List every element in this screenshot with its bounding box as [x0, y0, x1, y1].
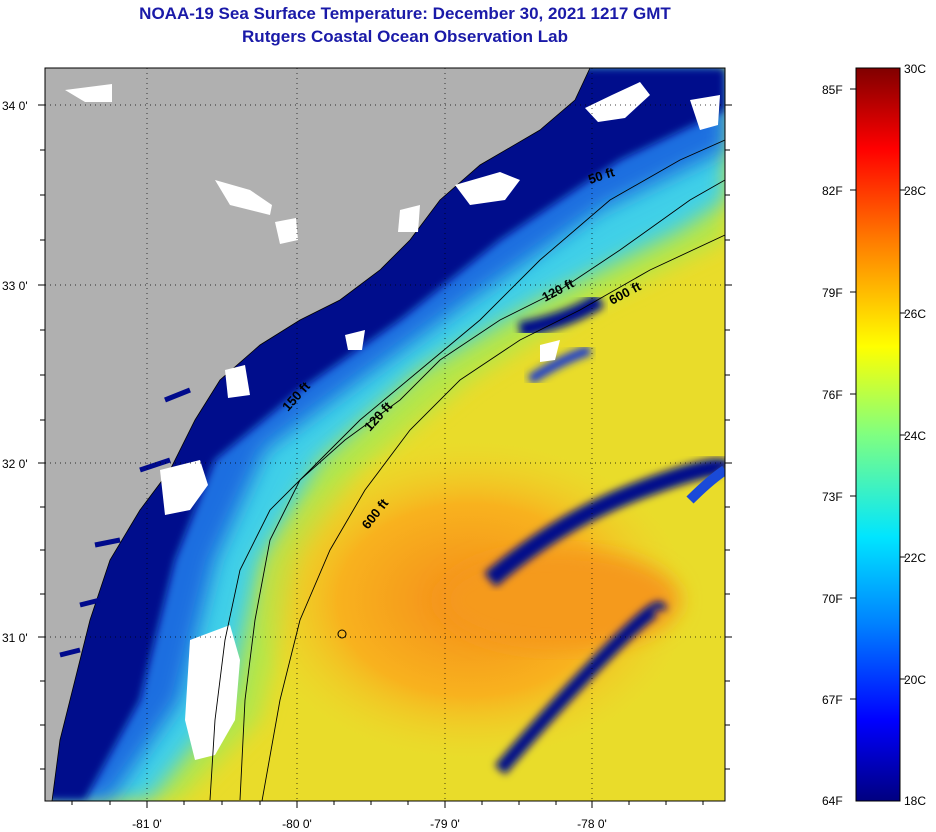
lon-label: -81 0' — [132, 817, 162, 831]
colorbar-c-label: 30C — [904, 62, 926, 76]
colorbar-c-label: 24C — [904, 429, 926, 443]
colorbar-c-label: 20C — [904, 673, 926, 687]
lon-label: -80 0' — [282, 817, 312, 831]
colorbar-f-label: 85F — [822, 83, 843, 97]
map-title: NOAA-19 Sea Surface Temperature: Decembe… — [139, 4, 671, 23]
cloud-mask — [65, 82, 720, 760]
map-image: 50 ft 120 ft 600 ft 150 ft 120 ft 600 ft — [45, 68, 725, 801]
colorbar-c-label: 28C — [904, 184, 926, 198]
lon-label: -78 0' — [577, 817, 607, 831]
colorbar-c-label: 18C — [904, 794, 926, 808]
colorbar-f-label: 79F — [822, 286, 843, 300]
map-subtitle: Rutgers Coastal Ocean Observation Lab — [242, 27, 568, 46]
lon-label: -79 0' — [430, 817, 460, 831]
lat-label: 31 0' — [2, 631, 28, 645]
colorbar-f-label: 67F — [822, 693, 843, 707]
lat-label: 33 0' — [2, 279, 28, 293]
colorbar-f-label: 64F — [822, 794, 843, 808]
colorbar-f-label: 82F — [822, 184, 843, 198]
lat-label: 34 0' — [2, 99, 28, 113]
lat-label: 32 0' — [2, 457, 28, 471]
bathymetry-contours — [209, 139, 725, 801]
colorbar-f-label: 76F — [822, 388, 843, 402]
land — [45, 68, 590, 801]
colorbar-f-label: 70F — [822, 592, 843, 606]
colorbar-f-label: 73F — [822, 490, 843, 504]
map-frame — [44, 67, 726, 802]
colorbar-c-label: 22C — [904, 551, 926, 565]
colorbar — [855, 67, 901, 802]
colorbar-c-label: 26C — [904, 307, 926, 321]
